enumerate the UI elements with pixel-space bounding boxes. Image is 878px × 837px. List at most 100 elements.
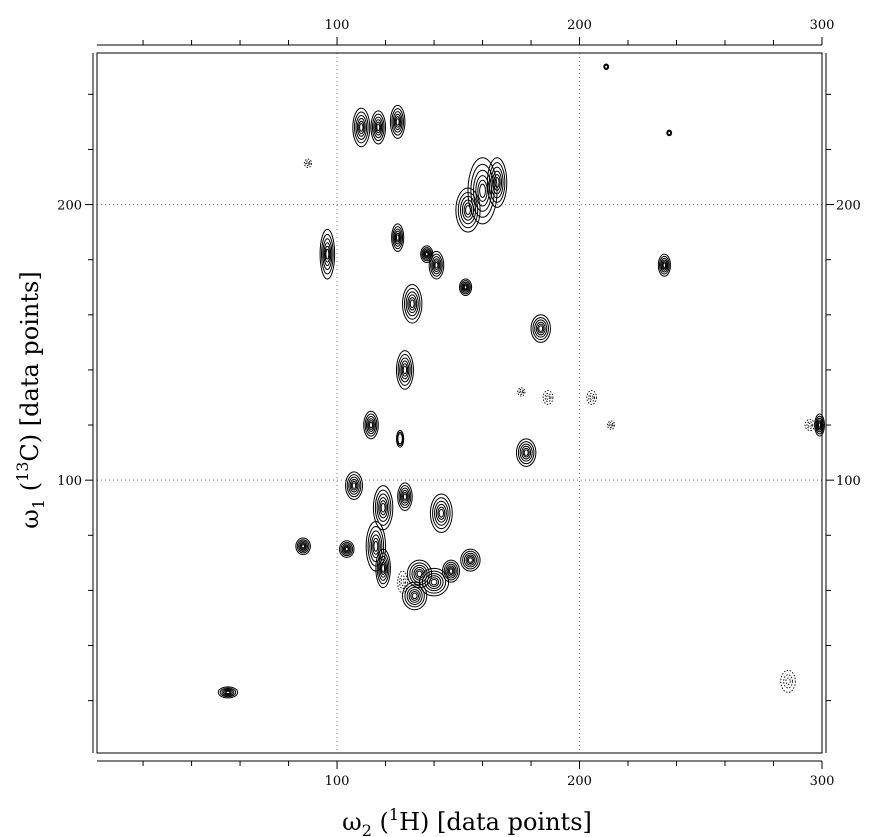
peak-12-contour-4	[661, 261, 667, 270]
peak-4-contour-3	[461, 199, 475, 221]
peak-33	[666, 129, 673, 137]
peak-26-contour-1	[296, 539, 310, 554]
peak-30-contour-4	[447, 567, 455, 576]
peak-0-contour-5	[359, 123, 364, 132]
y-tick-label-left-100: 100	[57, 474, 82, 489]
peak-4-contour-1	[457, 191, 479, 229]
peak-25-contour-2	[341, 543, 352, 555]
peak-4-contour-4	[463, 202, 473, 218]
peak-25-contour-4	[343, 545, 350, 553]
peak-24-contour-4	[380, 561, 386, 576]
peak-21-contour-3	[401, 489, 409, 504]
peak-30	[442, 559, 460, 583]
negative-peak-3-contour-1	[783, 674, 793, 689]
negative-peak-6-contour-0	[606, 420, 616, 430]
peak-32-contour-2	[221, 688, 235, 697]
peak-16-contour-4	[522, 447, 530, 458]
peak-7-contour-3	[394, 230, 401, 245]
peak-16-contour-2	[519, 443, 533, 462]
peak-8-contour-5	[425, 252, 429, 257]
peak-2-contour-4	[394, 116, 401, 128]
x-tick-label-bottom-300: 300	[810, 774, 835, 789]
peak-5-contour-2	[490, 166, 504, 199]
peak-26-contour-5	[301, 544, 306, 549]
peak-14-contour-5	[402, 365, 408, 375]
peak-17	[814, 413, 825, 437]
peak-7-contour-1	[392, 226, 404, 250]
negative-peak-0-contour-1	[544, 392, 552, 403]
peak-20	[372, 485, 394, 531]
peak-22-contour-4	[437, 506, 446, 520]
peak-13-contour-4	[537, 323, 545, 334]
peak-23-contour-5	[373, 540, 379, 552]
peak-19-contour-3	[349, 478, 359, 493]
peak-13-contour-3	[535, 321, 546, 336]
peak-7-contour-4	[395, 232, 401, 243]
negative-peak-2-contour-0	[586, 390, 597, 405]
peak-3-contour-5	[479, 183, 486, 198]
peak-9-contour-0	[428, 250, 445, 280]
peak-13-contour-0	[530, 314, 551, 343]
negative-peak-0-contour-0	[542, 390, 554, 405]
peak-25-contour-3	[342, 544, 351, 554]
peak-25-contour-1	[340, 541, 354, 557]
peak-24-contour-3	[379, 558, 387, 578]
peak-0-contour-3	[356, 118, 366, 137]
peak-12-contour-0	[657, 253, 671, 277]
peak-1-contour-1	[371, 113, 385, 142]
peak-1-contour-0	[370, 110, 387, 145]
peak-8-contour-3	[423, 249, 431, 259]
peak-30-contour-1	[443, 561, 459, 581]
peak-6-contour-4	[324, 245, 331, 263]
peak-12-contour-1	[659, 255, 670, 275]
peak-26	[295, 537, 311, 556]
peak-20-contour-1	[374, 489, 392, 526]
peak-3-contour-4	[477, 179, 488, 202]
peak-1-contour-2	[373, 116, 384, 139]
peak-28-contour-3	[426, 575, 442, 589]
peak-6-contour-1	[321, 233, 334, 275]
peak-12-contour-3	[661, 259, 668, 271]
peak-2-contour-5	[395, 118, 400, 126]
peak-2-contour-1	[391, 108, 404, 136]
negative-peak-6-contour-1	[608, 422, 614, 428]
peak-5-contour-0	[486, 157, 508, 208]
peak-30-contour-3	[446, 565, 456, 577]
x-tick-label-top-300: 300	[810, 18, 835, 33]
peak-10-contour-2	[461, 281, 470, 293]
peak-14-contour-1	[397, 353, 413, 386]
negative-peak-0-contour-2	[546, 394, 550, 401]
contours	[217, 63, 825, 699]
peak-19-contour-0	[345, 471, 364, 500]
x-tick-label-bottom-100: 100	[325, 774, 350, 789]
plot-frame-inner	[96, 52, 823, 754]
peak-8-contour-4	[424, 251, 430, 258]
peak-4-contour-0	[455, 187, 481, 233]
peak-6-contour-5	[325, 248, 330, 260]
peak-10-contour-5	[463, 285, 468, 290]
peak-18	[395, 430, 405, 448]
peak-32-contour-0	[217, 686, 239, 699]
peak-11-contour-5	[409, 299, 415, 309]
peak-24-contour-2	[378, 555, 389, 581]
peak-2-contour-2	[392, 111, 403, 133]
ticks	[85, 37, 834, 769]
peak-19-contour-5	[351, 482, 357, 489]
peak-20-contour-4	[379, 500, 387, 516]
frame	[92, 44, 827, 762]
peak-20-contour-0	[372, 485, 394, 531]
peak-24-contour-5	[381, 563, 386, 573]
peak-10-contour-4	[463, 284, 469, 291]
peak-5	[486, 157, 508, 208]
peak-9-contour-5	[434, 261, 439, 269]
x-axis-title: ω2 (1H) [data points]	[342, 805, 592, 837]
peak-31	[460, 548, 481, 572]
peak-2	[389, 104, 406, 139]
peak-22	[429, 493, 453, 534]
peak-21	[397, 482, 413, 511]
peak-11	[402, 283, 423, 324]
peak-31-contour-0	[460, 548, 481, 572]
negative-peak-4-contour-0	[804, 419, 816, 432]
peak-29-contour-2	[406, 586, 423, 605]
peak-15-contour-5	[369, 421, 373, 429]
